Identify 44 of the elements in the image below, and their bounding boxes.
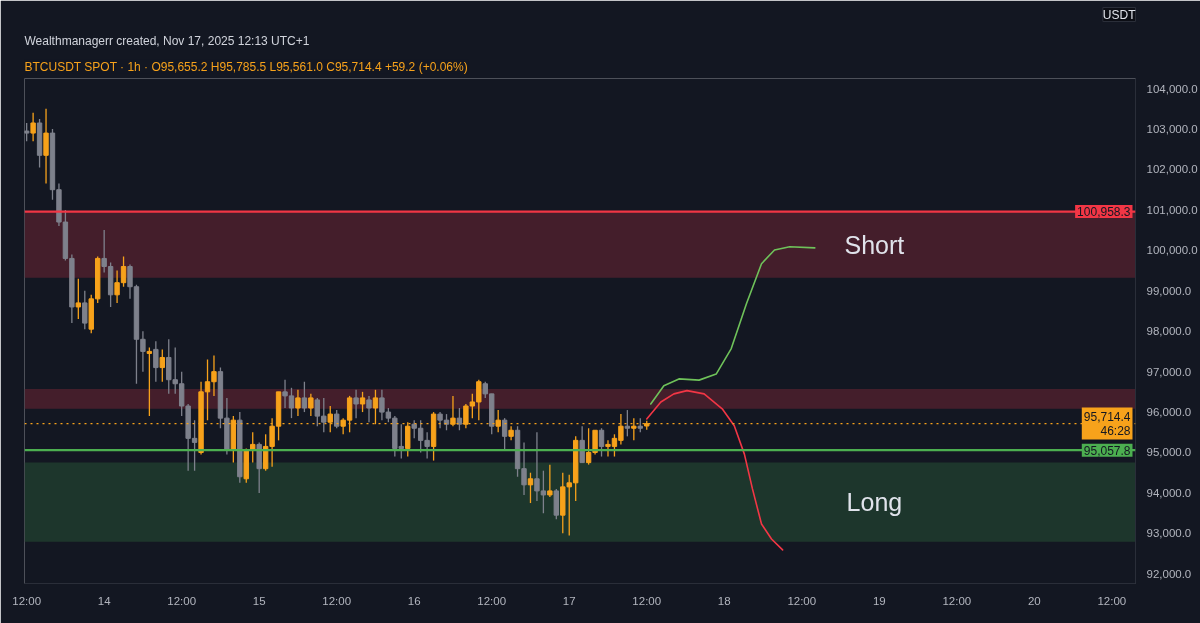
y-tick-label: 94,000.0	[1146, 486, 1192, 499]
y-tick-label: 102,000.0	[1146, 163, 1198, 176]
line-series	[645, 389, 784, 551]
x-tick-label: 12:00	[787, 594, 817, 607]
y-tick-label: 99,000.0	[1146, 284, 1192, 297]
ref-line-label: 95,714.4 46:28	[1083, 409, 1131, 438]
x-tick-label: 18	[717, 594, 731, 607]
y-tick-label: 98,000.0	[1146, 325, 1192, 338]
x-tick-label: 17	[562, 594, 576, 607]
x-tick-label: 16	[407, 594, 421, 607]
x-tick-label: 20	[1027, 594, 1041, 607]
y-tick-label: 100,000.0	[1146, 244, 1198, 257]
band-label: Short	[844, 230, 905, 259]
band-label: Long	[846, 488, 903, 517]
x-tick-label: 15	[252, 594, 266, 607]
line-series	[649, 245, 816, 405]
x-tick-label: 12:00	[477, 594, 507, 607]
candlestick	[159, 348, 165, 383]
chart-title: Wealthmanagerr created, Nov 17, 2025 12:13 UTC+1	[24, 33, 310, 48]
y-axis-title: USDT	[1102, 7, 1137, 22]
ref-line-label: 95,057.8	[1083, 443, 1131, 458]
y-tick-label: 97,000.0	[1146, 365, 1192, 378]
candlestick	[334, 409, 340, 429]
x-tick-label: 19	[872, 594, 886, 607]
y-tick-label: 103,000.0	[1146, 123, 1198, 136]
x-tick-label: 12:00	[322, 594, 352, 607]
y-tick-label: 104,000.0	[1146, 82, 1198, 95]
ref-line-label: 100,958.3	[1077, 205, 1131, 220]
x-tick-label: 12:00	[942, 594, 972, 607]
chart-subtitle: BTCUSDT SPOT · 1h · O95,655.2 H95,785.5 L95,561.0 C95,714.4 +59.2 (+0.06%)	[24, 59, 468, 74]
candlestick	[82, 290, 88, 330]
y-tick-label: 95,000.0	[1146, 446, 1192, 459]
y-tick-label: 93,000.0	[1146, 527, 1192, 540]
x-tick-label: 12:00	[632, 594, 662, 607]
x-tick-label: 12:00	[1097, 594, 1127, 607]
y-tick-label: 92,000.0	[1146, 567, 1192, 580]
y-tick-label: 101,000.0	[1146, 203, 1198, 216]
x-tick-label: 12:00	[167, 594, 197, 607]
candlestick	[75, 277, 82, 320]
x-tick-label: 12:00	[12, 594, 42, 607]
y-tick-label: 96,000.0	[1146, 406, 1192, 419]
x-tick-label: 14	[97, 594, 112, 607]
candlestick	[553, 488, 560, 520]
candlestick	[153, 340, 159, 383]
